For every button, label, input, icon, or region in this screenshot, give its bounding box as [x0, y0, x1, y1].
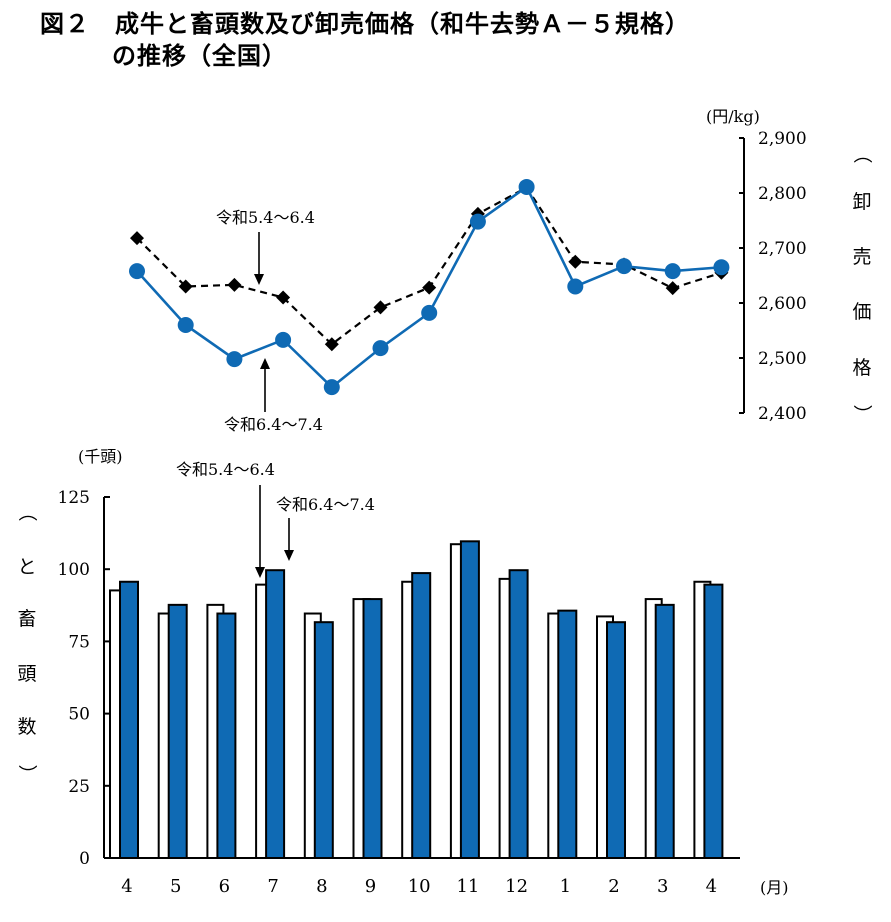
price-point-curr — [372, 340, 389, 357]
price-point-curr — [421, 304, 438, 321]
price-point-prev — [276, 290, 291, 305]
price-point-prev — [130, 231, 144, 246]
count-bar-curr — [411, 572, 432, 859]
count-y-axis-label-char: ） — [16, 764, 38, 783]
price-y-tick-label: 2,500 — [758, 349, 807, 369]
price-y-axis-label-char: 売 — [852, 246, 871, 268]
price-point-curr — [275, 331, 292, 348]
price-y-tick-label: 2,900 — [758, 129, 807, 149]
price-y-tick-label: 2,800 — [758, 184, 807, 204]
price-y-axis-label-char: 価 — [852, 301, 871, 323]
month-tick-label: 10 — [408, 876, 431, 897]
count-y-tick-label: 0 — [79, 849, 90, 869]
count-annotation-curr-arrow-head — [284, 550, 294, 561]
month-tick-label: 4 — [121, 876, 132, 897]
count-y-tick-label: 50 — [68, 705, 90, 725]
price-annotation-prev: 令和5.4～6.4 — [216, 208, 315, 227]
chart-title-line2: の推移（全国） — [112, 42, 287, 70]
price-y-unit: (円/kg) — [706, 107, 760, 126]
price-point-curr — [469, 213, 486, 230]
count-y-unit: (千頭) — [78, 447, 123, 466]
chart-title: 図２ 成牛と畜頭数及び卸売価格（和牛去勢Ａ－５規格） の推移（全国） — [40, 8, 690, 72]
price-annotation-curr-arrow-head — [260, 358, 270, 369]
count-annotation-prev-arrow-head — [255, 567, 265, 578]
price-point-prev — [665, 281, 680, 296]
price-point-curr — [129, 263, 145, 280]
count-y-tick-label: 75 — [68, 632, 90, 652]
count-y-axis-label-char: 数 — [17, 716, 36, 738]
count-bar-curr — [508, 569, 529, 859]
price-line-chart: 2,400 2,500 2,600 2,700 2,800 2,900 (円/kg) （ 卸売価… — [129, 107, 873, 434]
count-bar-curr — [606, 621, 626, 860]
price-series-group — [129, 178, 730, 396]
price-annotation-curr: 令和6.4～7.4 — [224, 415, 323, 434]
price-y-axis-label-char: （ — [851, 144, 873, 163]
price-point-curr — [567, 278, 584, 295]
count-bar-curr — [362, 598, 383, 860]
price-point-curr — [664, 263, 681, 280]
slaughter-bars-group — [109, 540, 724, 860]
count-bar-curr — [167, 603, 188, 860]
count-y-tick-label: 100 — [58, 560, 90, 580]
price-y-axis-label-char: 卸 — [852, 191, 871, 213]
count-bar-curr — [119, 580, 139, 859]
price-point-prev — [422, 280, 437, 295]
month-tick-label: 3 — [657, 876, 668, 897]
price-point-prev — [324, 337, 339, 352]
price-y-axis: 2,400 2,500 2,600 2,700 2,800 2,900 (円/kg) （ 卸売価… — [706, 107, 873, 424]
count-annotation-curr: 令和6.4～7.4 — [276, 495, 375, 514]
count-y-axis-label-char: （ — [16, 502, 38, 521]
chart-title-line1: 図２ 成牛と畜頭数及び卸売価格（和牛去勢Ａ－５規格） — [40, 10, 690, 38]
price-point-curr — [518, 178, 535, 195]
count-bar-curr — [703, 583, 724, 859]
price-point-prev — [373, 300, 388, 315]
price-annotation-prev-arrow-head — [254, 274, 264, 285]
month-tick-label: 11 — [456, 876, 479, 897]
price-y-axis-label-char: 格 — [852, 357, 871, 379]
month-tick-label: 6 — [219, 876, 230, 897]
price-y-tick-label: 2,700 — [758, 239, 807, 259]
price-y-axis-label-char: ） — [851, 404, 873, 423]
count-y-tick-label: 125 — [58, 488, 90, 508]
price-annotations: 令和5.4～6.4 令和6.4～7.4 — [216, 208, 323, 434]
count-bar-curr — [216, 612, 237, 860]
count-y-axis-label-char: 頭 — [17, 663, 36, 685]
count-y-axis-label-char: と — [17, 556, 36, 578]
count-bar-curr — [313, 621, 334, 860]
price-point-curr — [616, 258, 632, 275]
count-bar-curr — [459, 540, 480, 859]
price-point-curr — [713, 259, 730, 276]
month-tick-label: 7 — [267, 876, 278, 897]
month-tick-label: 2 — [608, 876, 619, 897]
price-y-tick-label: 2,400 — [758, 404, 807, 424]
price-point-curr — [226, 351, 243, 368]
count-bar-curr — [557, 609, 578, 860]
count-y-tick-label: 25 — [68, 777, 90, 797]
price-point-curr — [323, 379, 340, 396]
month-tick-label: 1 — [560, 876, 571, 897]
count-bar-curr — [265, 569, 286, 859]
price-point-prev — [568, 254, 583, 269]
month-unit: (月) — [760, 878, 789, 897]
month-tick-label: 8 — [316, 876, 327, 897]
month-tick-label: 12 — [505, 876, 528, 897]
price-point-prev — [227, 277, 242, 292]
month-tick-label: 9 — [365, 876, 376, 897]
month-tick-label: 4 — [706, 876, 717, 897]
month-tick-label: 5 — [170, 876, 181, 897]
price-y-tick-label: 2,600 — [758, 294, 807, 314]
price-point-curr — [177, 317, 194, 333]
count-bar-curr — [654, 603, 675, 860]
count-y-axis-label-char: 畜 — [17, 608, 36, 630]
price-point-prev — [178, 279, 193, 294]
count-annotation-prev: 令和5.4～6.4 — [176, 460, 275, 479]
